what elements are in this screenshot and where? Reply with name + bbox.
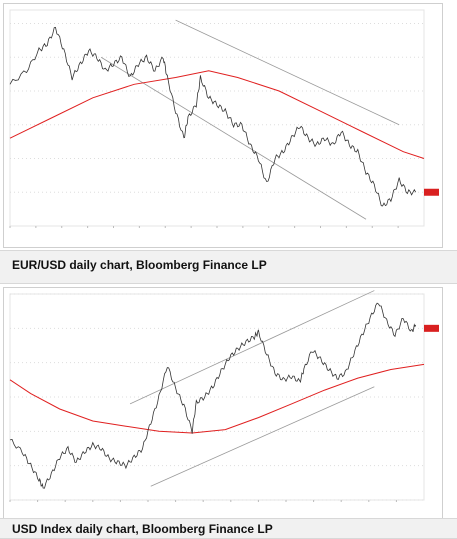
trend-channel-line <box>175 19 400 126</box>
price-series-line <box>9 302 417 489</box>
plot-area <box>9 293 425 501</box>
moving-average-line <box>9 363 425 434</box>
eurusd-chart-caption: EUR/USD daily chart, Bloomberg Finance L… <box>0 250 457 284</box>
usd-index-chart-panel <box>3 287 443 519</box>
last-value-tag <box>424 324 439 332</box>
usd-index-chart-svg <box>9 290 439 502</box>
price-series-line <box>9 26 417 207</box>
trend-channel-line <box>129 290 375 405</box>
plot-area <box>9 9 425 227</box>
eurusd-chart-panel <box>3 3 443 248</box>
moving-average-line <box>9 70 425 159</box>
usd-index-chart-caption: USD Index daily chart, Bloomberg Finance… <box>0 518 457 539</box>
trend-channel-line <box>100 56 367 220</box>
trend-channel-line <box>150 386 375 487</box>
last-value-tag <box>424 188 439 196</box>
eurusd-chart-svg <box>9 9 439 228</box>
